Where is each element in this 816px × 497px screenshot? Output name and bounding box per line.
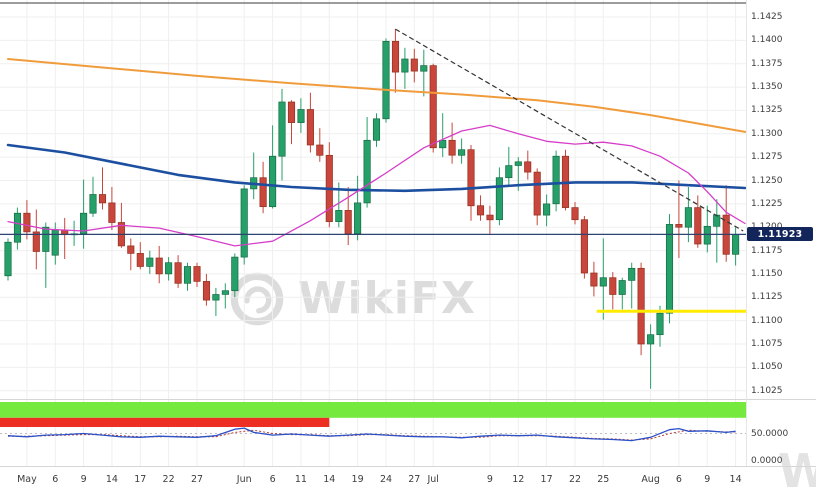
time-label: 22: [162, 474, 175, 485]
price-label: 1.1125: [751, 292, 783, 303]
time-label: 27: [408, 474, 421, 485]
price-label: 1.1250: [751, 175, 783, 186]
time-label: 9: [704, 474, 711, 485]
price-label: 1.1275: [751, 152, 783, 163]
time-label: Aug: [641, 474, 660, 485]
time-label: 22: [568, 474, 582, 485]
time-label: 9: [80, 474, 87, 485]
time-label: 11: [294, 474, 307, 485]
time-label: 6: [52, 474, 59, 485]
time-label: 14: [729, 474, 742, 485]
time-label: 9: [486, 474, 493, 485]
price-label: 1.1375: [751, 58, 783, 69]
indicator-level-label: 50.0000: [751, 428, 789, 439]
time-label: May: [17, 474, 37, 485]
price-label: 1.1150: [751, 268, 783, 279]
axis-separator: [746, 0, 747, 466]
time-label: 6: [675, 474, 682, 485]
current-price-badge: 1.11923: [747, 227, 813, 242]
time-label: 12: [512, 474, 525, 485]
price-label: 1.1100: [751, 315, 783, 326]
price-label: 1.1425: [751, 12, 783, 22]
time-label: Jun: [236, 474, 252, 485]
time-label: 14: [105, 474, 118, 485]
price-label: 1.1300: [751, 128, 783, 139]
time-label: 19: [351, 474, 364, 485]
time-label: 17: [540, 474, 553, 485]
price-label: 1.1075: [751, 339, 783, 349]
price-label: 1.1350: [751, 82, 783, 93]
price-label: 1.1200: [751, 222, 783, 232]
price-label: 1.1325: [751, 105, 783, 116]
indicator-level-label: 0.0000: [751, 455, 783, 466]
time-label: 6: [269, 474, 276, 485]
price-label: 1.1225: [751, 198, 783, 209]
time-label: 14: [323, 474, 336, 485]
time-label: 27: [190, 474, 204, 485]
panel-divider: [0, 466, 816, 467]
price-label: 1.1175: [751, 245, 783, 256]
price-label: 1.1400: [751, 35, 783, 46]
time-label: 17: [134, 474, 147, 485]
time-label: 25: [597, 474, 610, 485]
wikifx-logo-icon: [230, 272, 284, 326]
panel-divider: [0, 399, 816, 400]
time-label: Jul: [427, 474, 439, 485]
price-label: 1.1050: [751, 362, 783, 373]
time-label: 24: [379, 474, 393, 485]
corner-watermark: W: [778, 444, 816, 497]
price-label: 1.1025: [751, 385, 783, 396]
